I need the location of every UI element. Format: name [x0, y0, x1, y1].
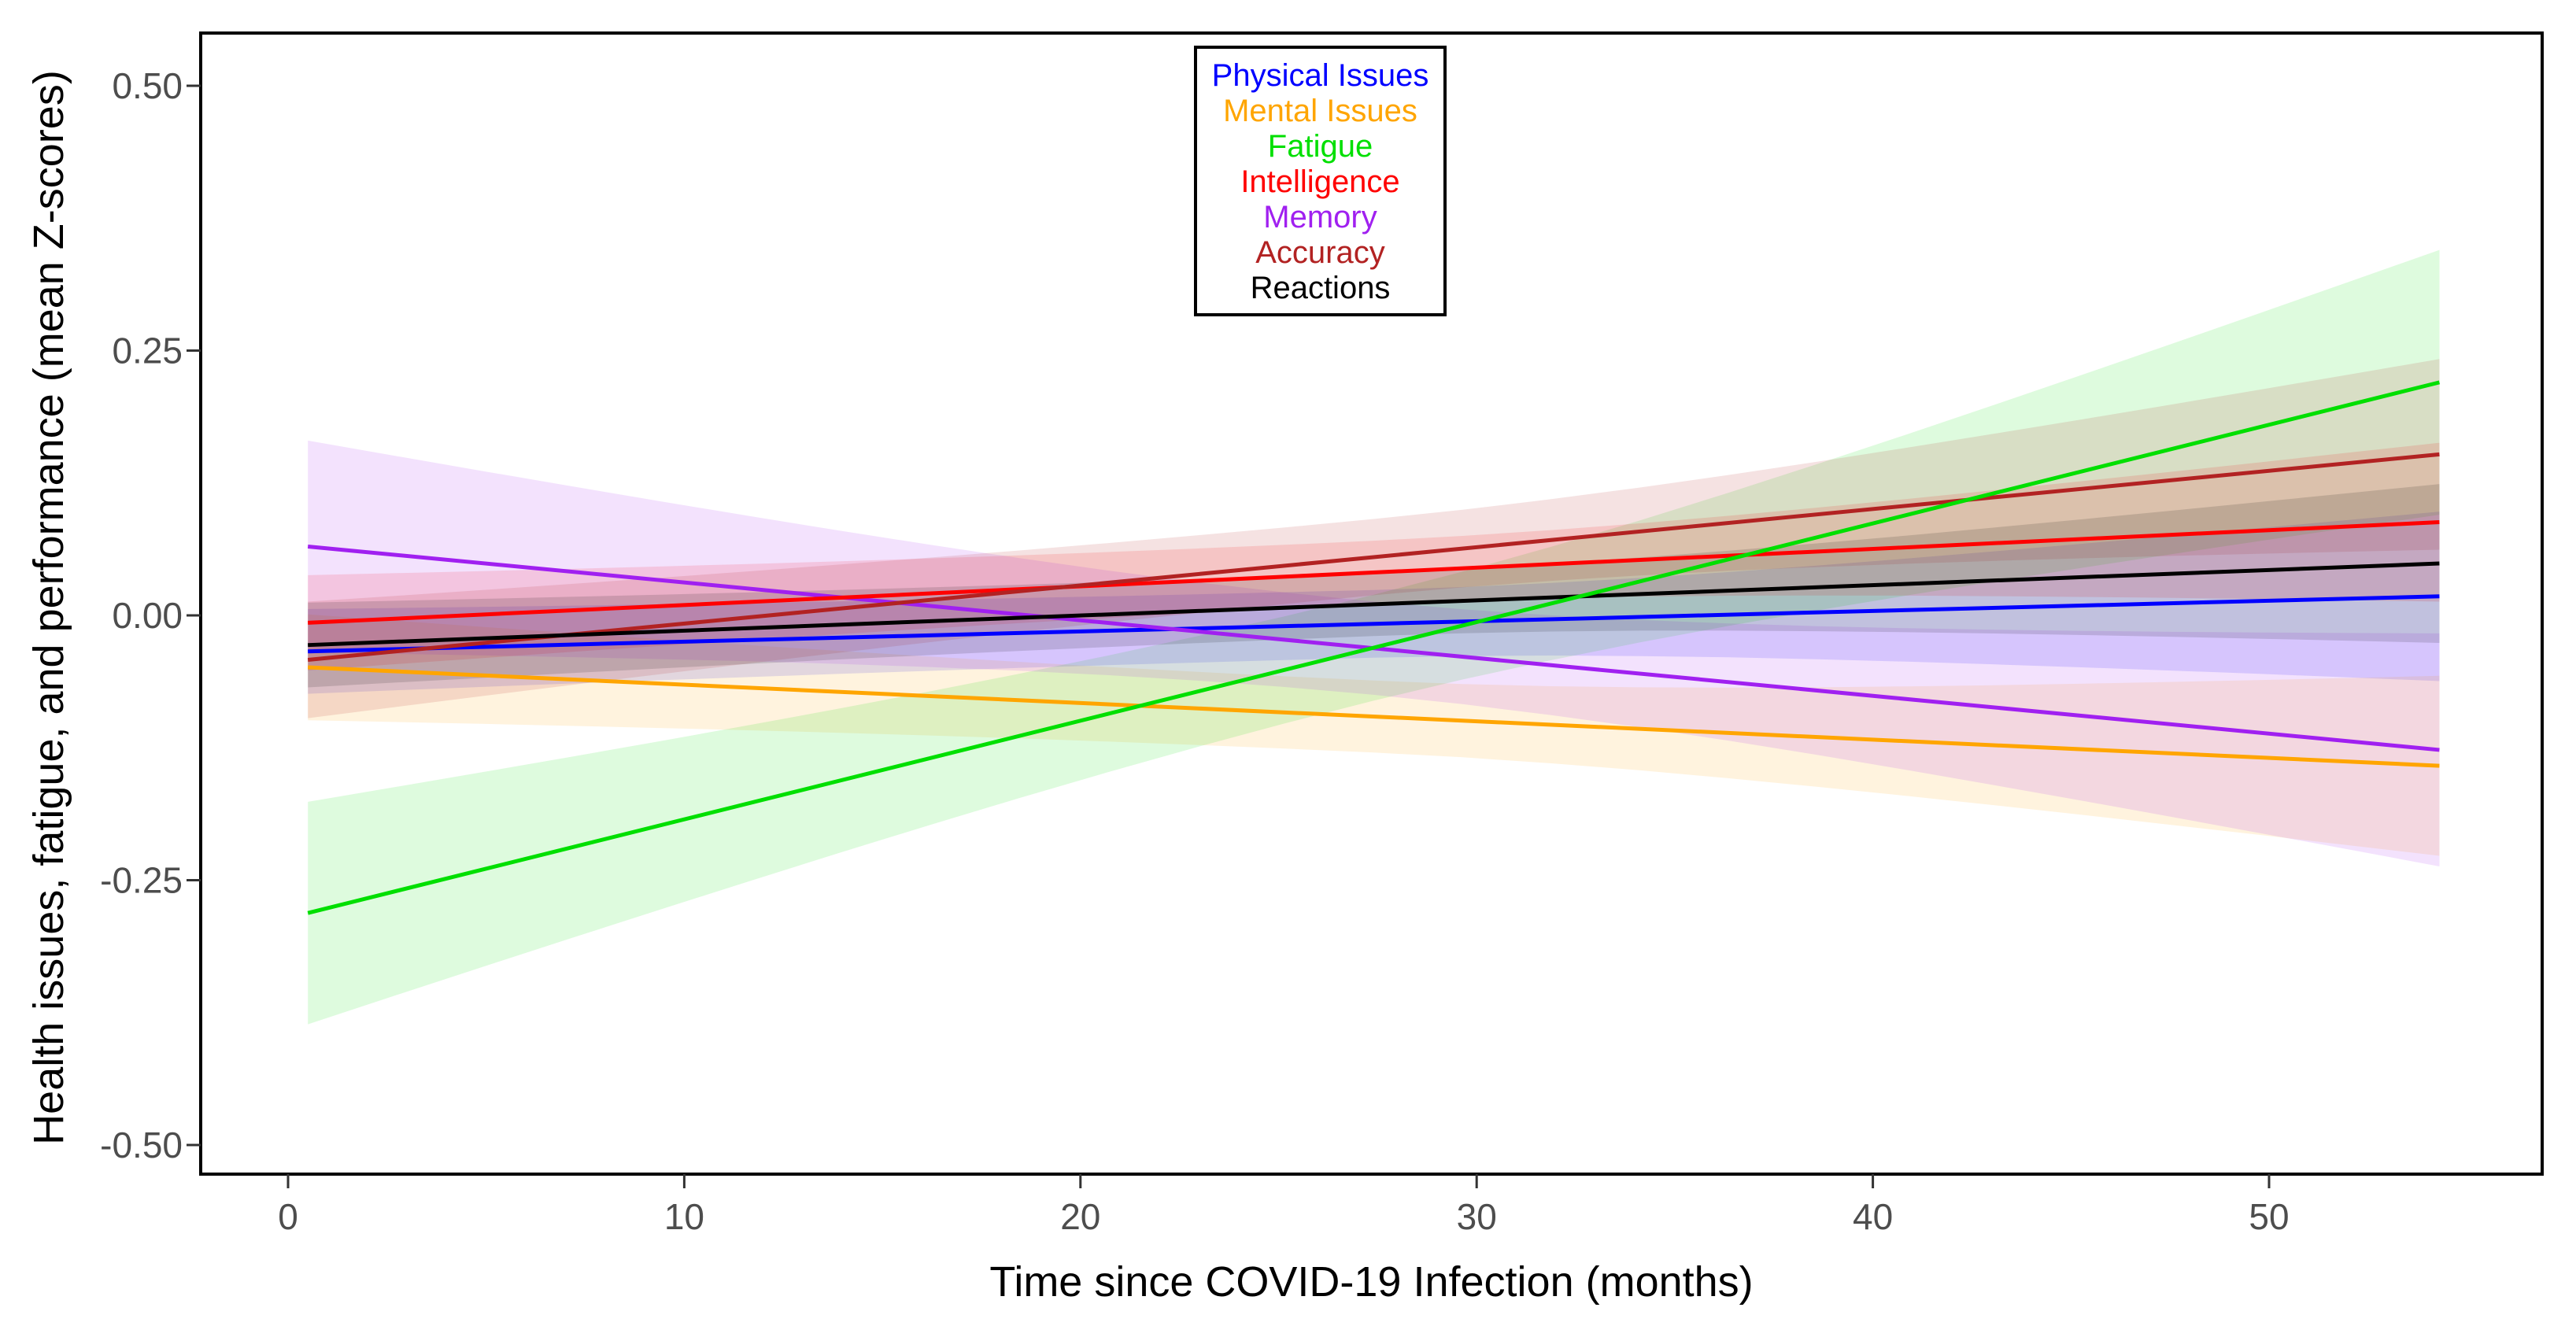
- ci-band-fatigue: [308, 249, 2440, 1025]
- trend-line-physical-issues: [308, 594, 2440, 654]
- y-tick-label: 0.00: [112, 595, 183, 636]
- x-tick-label: 10: [664, 1196, 704, 1237]
- y-tick-label: 0.50: [112, 65, 183, 106]
- y-tick-label: 0.25: [112, 331, 183, 371]
- x-tick-label: 50: [2249, 1196, 2289, 1237]
- ci-band-memory: [308, 440, 2440, 866]
- y-tick-label: -0.50: [100, 1125, 183, 1165]
- legend-item-reactions: Reactions: [1250, 271, 1391, 305]
- legend-item-physical-issues: Physical Issues: [1211, 58, 1429, 93]
- trend-line-fatigue: [307, 380, 2441, 915]
- trend-line-mental-issues: [308, 665, 2440, 768]
- trend-line-reactions: [308, 561, 2440, 648]
- x-tick-label: 0: [278, 1196, 298, 1237]
- ci-band-mental-issues: [308, 614, 2440, 856]
- legend-item-accuracy: Accuracy: [1255, 235, 1385, 270]
- x-tick-label: 40: [1853, 1196, 1893, 1237]
- x-axis-title: Time since COVID-19 Infection (months): [989, 1258, 1754, 1306]
- x-tick-label: 20: [1060, 1196, 1100, 1237]
- legend-item-mental-issues: Mental Issues: [1223, 94, 1417, 128]
- plot-panel-border: [199, 31, 2544, 1176]
- legend: Physical Issues Mental Issues Fatigue Intel…: [1194, 46, 1447, 316]
- y-tick-label: -0.25: [100, 860, 183, 901]
- legend-item-fatigue: Fatigue: [1267, 129, 1373, 164]
- legend-item-intelligence: Intelligence: [1240, 164, 1400, 199]
- y-axis-title: Health issues, fatigue, and performance …: [25, 70, 72, 1145]
- x-tick-label: 30: [1457, 1196, 1497, 1237]
- trend-line-intelligence: [308, 520, 2440, 625]
- trend-line-accuracy: [307, 452, 2440, 663]
- legend-item-memory: Memory: [1263, 200, 1377, 235]
- ci-band-accuracy: [308, 359, 2440, 718]
